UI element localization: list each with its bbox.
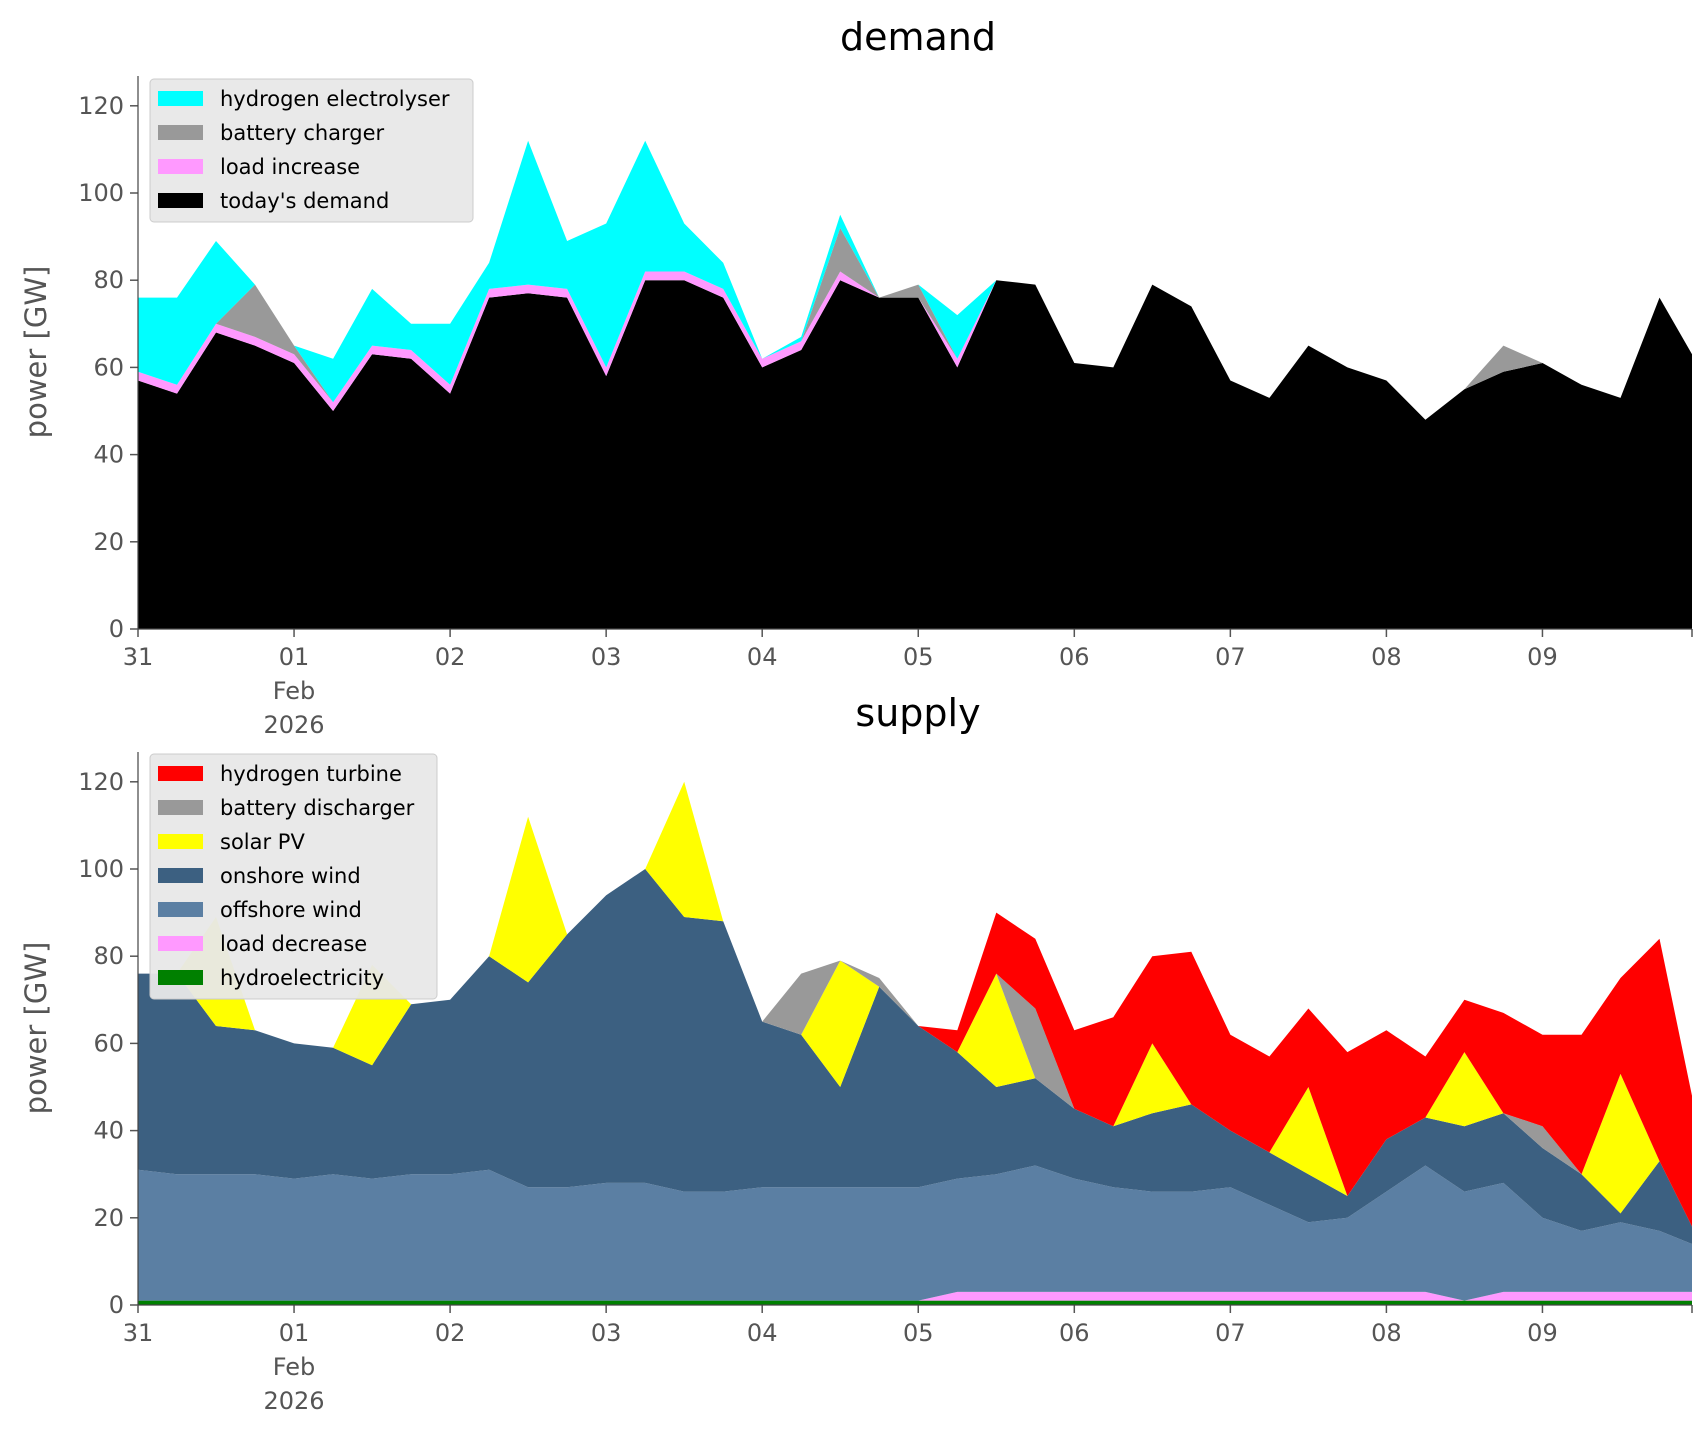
- demand-area-series: [138, 140, 1692, 629]
- legend-swatch: [158, 766, 203, 781]
- legend-swatch: [158, 125, 203, 140]
- x-tick-label: 03: [591, 643, 622, 671]
- y-tick-label: 120: [78, 92, 124, 120]
- x-tick-label: 02: [435, 643, 466, 671]
- legend-label: onshore wind: [220, 864, 361, 888]
- y-tick-label: 120: [78, 768, 124, 796]
- legend-label: today's demand: [220, 189, 389, 213]
- x-tick-label: 31: [123, 1319, 154, 1347]
- x-tick-label: 05: [903, 643, 934, 671]
- y-tick-label: 60: [93, 353, 124, 381]
- x-tick-label: 07: [1215, 643, 1246, 671]
- y-tick-label: 100: [78, 179, 124, 207]
- x-tick-label: 07: [1215, 1319, 1246, 1347]
- demand-axes: 0 20 40 60 80 100 120 31 01 Feb 2026 02 03 04 05 06 07 08…: [78, 76, 1693, 739]
- y-tick-label: 80: [93, 266, 124, 294]
- legend-swatch: [158, 936, 203, 951]
- legend-label: battery charger: [220, 121, 385, 145]
- legend-label: hydroelectricity: [220, 966, 384, 990]
- legend-swatch: [158, 193, 203, 208]
- area-offshore-wind: [138, 1165, 1692, 1301]
- legend-swatch: [158, 159, 203, 174]
- area-hydroelectricity: [138, 1300, 1692, 1305]
- x-tick-sublabel: Feb: [273, 677, 316, 705]
- legend-swatch: [158, 834, 203, 849]
- x-tick-label: 01: [279, 1319, 310, 1347]
- legend-label: offshore wind: [220, 898, 362, 922]
- x-tick-sublabel: Feb: [273, 1353, 316, 1381]
- y-tick-label: 40: [93, 1117, 124, 1145]
- legend-box: [149, 78, 474, 223]
- x-tick-label: 04: [747, 643, 778, 671]
- x-tick-label: 01: [279, 643, 310, 671]
- area-onshore-wind: [138, 869, 1692, 1244]
- area-solar-pv: [138, 781, 1692, 1227]
- x-tick-label: 06: [1059, 1319, 1090, 1347]
- supply-axes: 0 20 40 60 80 100 120 31 01 Feb 2026 02 03 04 05 06 07 08…: [78, 752, 1693, 1415]
- x-tick-sublabel: 2026: [264, 711, 325, 739]
- supply-title: supply: [855, 691, 980, 735]
- legend-label: load decrease: [220, 932, 367, 956]
- supply-legend: hydrogen turbine battery discharger solar …: [149, 753, 438, 1000]
- x-tick-label: 31: [123, 643, 154, 671]
- demand-title: demand: [840, 15, 996, 59]
- x-tick-sublabel: 2026: [264, 1387, 325, 1415]
- demand-y-axis-label: power [GW]: [19, 266, 53, 439]
- legend-swatch: [158, 91, 203, 106]
- y-tick-label: 100: [78, 855, 124, 883]
- x-tick-label: 08: [1371, 1319, 1402, 1347]
- x-tick-label: 06: [1059, 643, 1090, 671]
- legend-label: hydrogen turbine: [220, 762, 402, 786]
- x-tick-label: 02: [435, 1319, 466, 1347]
- x-tick-label: 03: [591, 1319, 622, 1347]
- legend-swatch: [158, 800, 203, 815]
- legend-swatch: [158, 902, 203, 917]
- supply-y-axis-label: power [GW]: [19, 942, 53, 1115]
- y-tick-label: 20: [93, 528, 124, 556]
- y-tick-label: 0: [109, 615, 124, 643]
- x-tick-label: 09: [1527, 1319, 1558, 1347]
- area-load-decrease: [138, 1291, 1692, 1301]
- x-tick-label: 08: [1371, 643, 1402, 671]
- legend-box: [149, 753, 438, 1000]
- y-tick-label: 20: [93, 1204, 124, 1232]
- legend-label: hydrogen electrolyser: [220, 87, 450, 111]
- x-tick-label: 05: [903, 1319, 934, 1347]
- y-tick-label: 80: [93, 942, 124, 970]
- y-tick-label: 0: [109, 1291, 124, 1319]
- area-hydrogen-electrolyser: [138, 140, 1692, 420]
- legend-label: solar PV: [220, 830, 305, 854]
- area-today-s-demand: [138, 280, 1692, 629]
- legend-label: battery discharger: [220, 796, 415, 820]
- demand-legend: hydrogen electrolyser battery charger load…: [149, 78, 474, 223]
- legend-swatch: [158, 868, 203, 883]
- y-tick-label: 40: [93, 441, 124, 469]
- legend-label: load increase: [220, 155, 360, 179]
- x-tick-label: 09: [1527, 643, 1558, 671]
- x-tick-label: 04: [747, 1319, 778, 1347]
- legend-swatch: [158, 970, 203, 985]
- supply-area-series: [138, 781, 1692, 1305]
- y-tick-label: 60: [93, 1029, 124, 1057]
